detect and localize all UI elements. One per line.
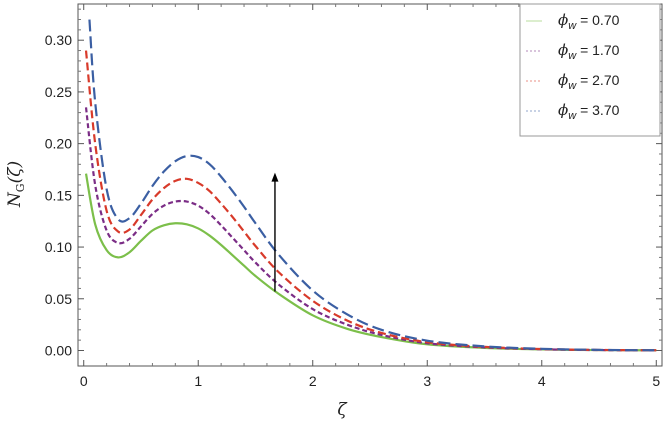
- y-tick-label: 0.05: [45, 291, 72, 307]
- legend-box: [519, 3, 661, 137]
- series-line-4: [88, 19, 657, 352]
- y-tick-label: 0.00: [45, 342, 72, 358]
- x-tick-label: 1: [194, 373, 202, 389]
- y-tick-label: 0.30: [45, 32, 72, 48]
- y-tick-label: 0.25: [45, 84, 72, 100]
- series-lines: [84, 19, 657, 352]
- x-tick-label: 3: [423, 373, 431, 389]
- legend: ϕw = 0.70 ϕw = 1.70 ϕw = 2.70 ϕw = 3.70: [519, 3, 661, 137]
- x-tick-label: 4: [538, 373, 546, 389]
- legend-label-3: ϕw = 2.70: [558, 71, 620, 92]
- y-tick-label: 0.20: [45, 136, 72, 152]
- x-tick-label: 5: [652, 373, 660, 389]
- y-axis-label-main: N: [5, 191, 25, 208]
- series-line-1: [84, 173, 657, 352]
- y-tick-label: 0.15: [45, 187, 72, 203]
- x-tick-label: 0: [80, 373, 88, 389]
- legend-label-2: ϕw = 1.70: [558, 41, 620, 62]
- x-axis-label: ζ: [337, 400, 348, 420]
- series-line-2: [84, 107, 657, 352]
- legend-label-4: ϕw = 3.70: [558, 101, 620, 122]
- legend-label-1: ϕw = 0.70: [558, 11, 620, 32]
- annotations: [271, 172, 279, 292]
- y-axis-label-sub: G: [14, 183, 27, 192]
- series-line-3: [84, 50, 657, 352]
- y-tick-label: 0.10: [45, 239, 72, 255]
- trend-arrow-head: [271, 172, 279, 182]
- x-tick-label: 2: [309, 373, 317, 389]
- y-axis-label-rest: (ζ): [5, 161, 25, 183]
- y-axis-label: NG(ζ): [5, 161, 27, 208]
